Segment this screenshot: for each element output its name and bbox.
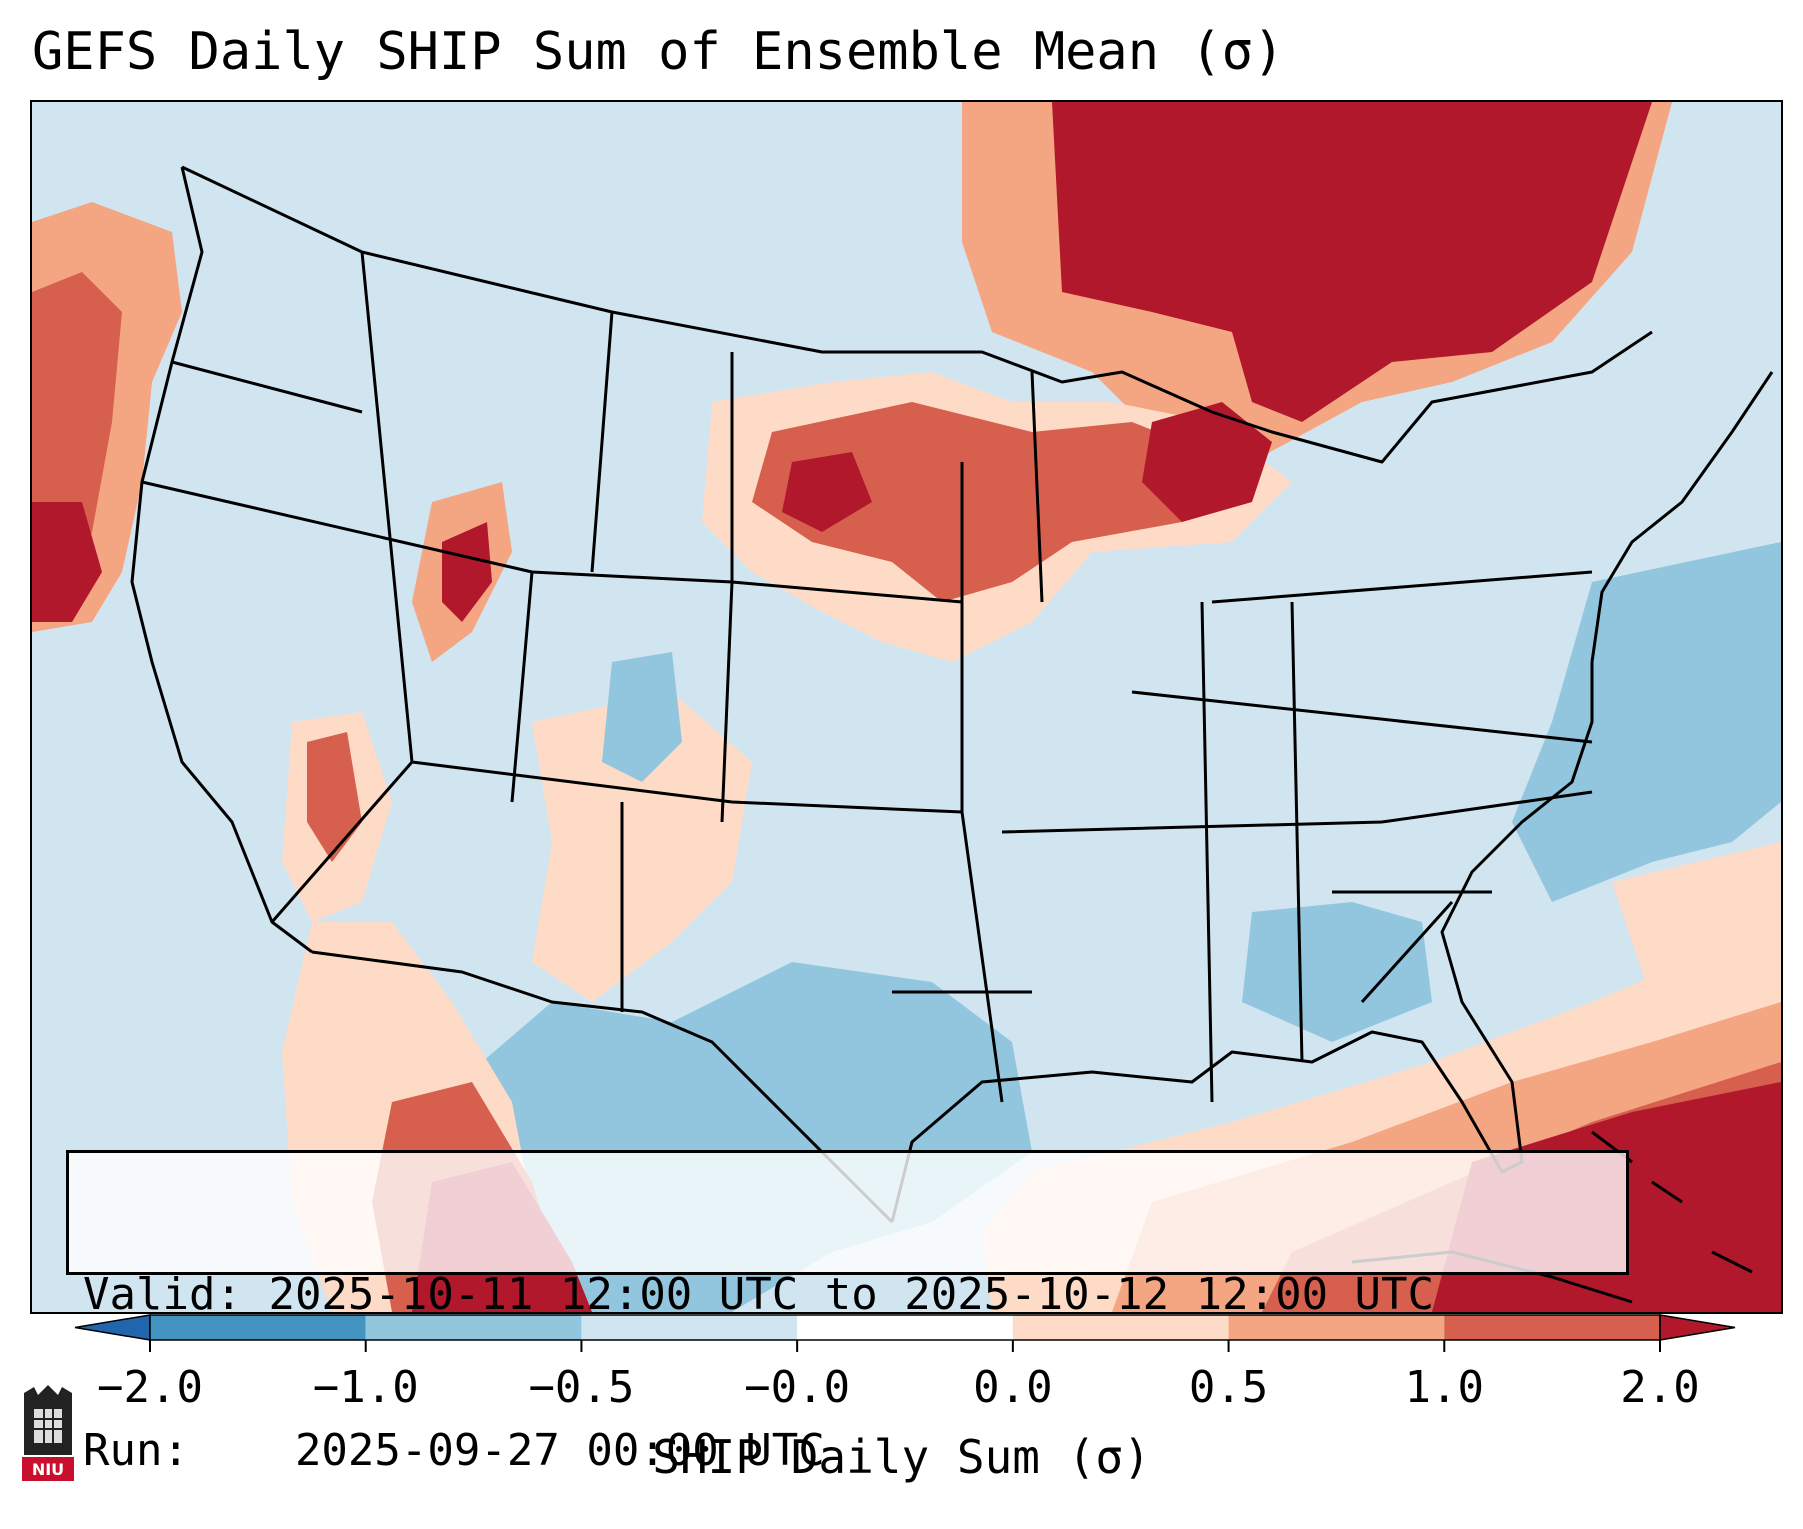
gulf-coastline xyxy=(890,662,1594,1223)
colorbar-outline xyxy=(149,1314,1661,1341)
logo-text: NIU xyxy=(32,1460,64,1479)
colorado-cool-region xyxy=(602,652,682,782)
west-coast-outline xyxy=(130,166,313,954)
valid-label: Valid: xyxy=(83,1269,242,1320)
atlantic-cool-region xyxy=(1512,542,1781,902)
colorbar-tick-label: 0.0 xyxy=(973,1362,1052,1413)
colorbar-tick-label: −1.0 xyxy=(313,1362,419,1413)
greatlakes-core-region xyxy=(1142,402,1272,522)
atlantic-warm-region xyxy=(1612,842,1781,1002)
map-canvas xyxy=(32,102,1781,1312)
niu-castle-logo-icon: NIU xyxy=(22,1385,74,1481)
run-value: 2025-09-27 00:00 UTC xyxy=(294,1425,825,1476)
colorbar-extend-max xyxy=(1659,1314,1736,1341)
valid-value: 2025-10-11 12:00 UTC to 2025-10-12 12:00… xyxy=(268,1269,1435,1320)
nevada-hot-region xyxy=(307,732,362,862)
map-panel[interactable] xyxy=(30,100,1783,1314)
colorbar-tick-label: 1.0 xyxy=(1405,1362,1484,1413)
validity-info-box: Valid: 2025-10-11 12:00 UTC to 2025-10-1… xyxy=(66,1150,1629,1476)
run-label: Run: xyxy=(83,1425,189,1476)
colorbar-label: SHIP Daily Sum (σ) xyxy=(652,1430,1151,1484)
pacific-core-region xyxy=(32,502,102,622)
chart-title: GEFS Daily SHIP Sum of Ensemble Mean (σ) xyxy=(32,22,1285,82)
idaho-core-region xyxy=(442,522,492,622)
state-lines xyxy=(141,251,1593,1103)
colorbar-segment xyxy=(1444,1315,1660,1340)
colorbar-extend-min xyxy=(74,1314,151,1341)
colorbar-tick-label: 2.0 xyxy=(1620,1362,1699,1413)
east-coast-outline xyxy=(1590,371,1774,663)
colorbar-segment xyxy=(1228,1315,1445,1340)
dakota-core-region xyxy=(782,452,872,532)
colorbar: −2.0 −1.0 −0.5 −0.0 0.0 0.5 1.0 2.0 xyxy=(74,1314,1736,1413)
colorbar-segment xyxy=(581,1315,798,1340)
colorbar-segments xyxy=(74,1314,1736,1341)
colorbar-ticks: −2.0 −1.0 −0.5 −0.0 0.0 0.5 1.0 2.0 xyxy=(97,1340,1700,1413)
colorbar-tick-label: −0.0 xyxy=(744,1362,850,1413)
colorbar-segment xyxy=(365,1315,582,1340)
canada-core-region xyxy=(1052,102,1652,422)
colorbar-segment xyxy=(1012,1315,1229,1340)
colorbar-tick-label: −2.0 xyxy=(97,1362,203,1413)
colorbar-tick-label: 0.5 xyxy=(1189,1362,1268,1413)
colorbar-segment xyxy=(150,1315,366,1340)
colorbar-segment xyxy=(797,1315,1013,1340)
southeast-cool-region xyxy=(1242,902,1432,1042)
southwest-warm-region xyxy=(532,692,752,1002)
colorbar-tick-label: −0.5 xyxy=(528,1362,634,1413)
midwest-hot-region xyxy=(752,402,1232,602)
